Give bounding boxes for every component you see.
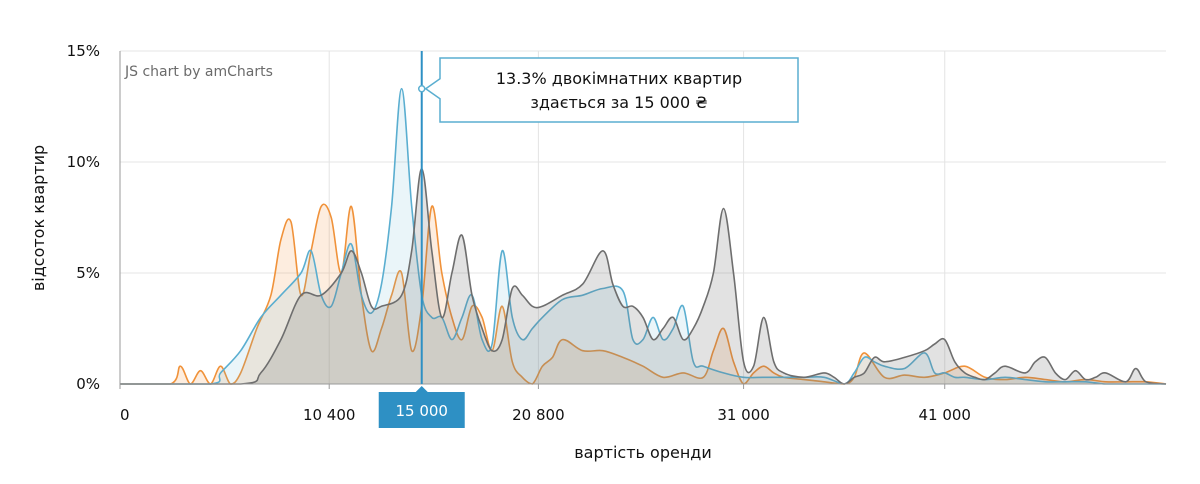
series-line-2[interactable] — [119, 87, 1166, 385]
cursor-x-label: 15 000 — [395, 402, 448, 420]
cursor-label-arrow — [415, 386, 428, 392]
chart-credit[interactable]: JS chart by amCharts — [124, 64, 273, 80]
x-tick-label: 0 — [120, 406, 130, 424]
tooltip-box — [424, 57, 799, 123]
series-line-1[interactable] — [119, 203, 1167, 385]
series-group — [119, 87, 1167, 385]
x-tick-label: 20 800 — [512, 406, 565, 424]
tooltip-point-marker — [417, 84, 426, 93]
y-tick-label: 10% — [67, 153, 100, 171]
series-area-3 — [120, 168, 1166, 384]
series-area-2 — [120, 88, 1166, 384]
x-tick-label: 10 400 — [303, 406, 356, 424]
tooltip-line-1: 13.3% двокімнатних квартир — [496, 69, 742, 88]
series-area-1 — [120, 204, 1166, 384]
y-axis-title: відсоток квартир — [29, 145, 48, 291]
tooltip: 13.3% двокімнатних квартир здається за 1… — [424, 57, 799, 123]
x-tick-label: 41 000 — [918, 406, 971, 424]
cursor-label-box — [378, 392, 465, 428]
axes — [119, 51, 1166, 385]
x-axis-title: вартість оренди — [574, 443, 712, 462]
tick-labels: 0% 5% 10% 15% 0 10 400 20 800 31 000 41 000 — [67, 42, 971, 424]
y-tick-label: 5% — [76, 264, 100, 282]
x-tick-label: 31 000 — [717, 406, 770, 424]
tooltip-line-2: здається за 15 000 ₴ — [530, 93, 707, 112]
y-tick-label: 0% — [76, 375, 100, 393]
y-tick-label: 15% — [67, 42, 100, 60]
cursor: 15 000 — [378, 51, 465, 428]
series-line-3[interactable] — [119, 167, 1167, 385]
